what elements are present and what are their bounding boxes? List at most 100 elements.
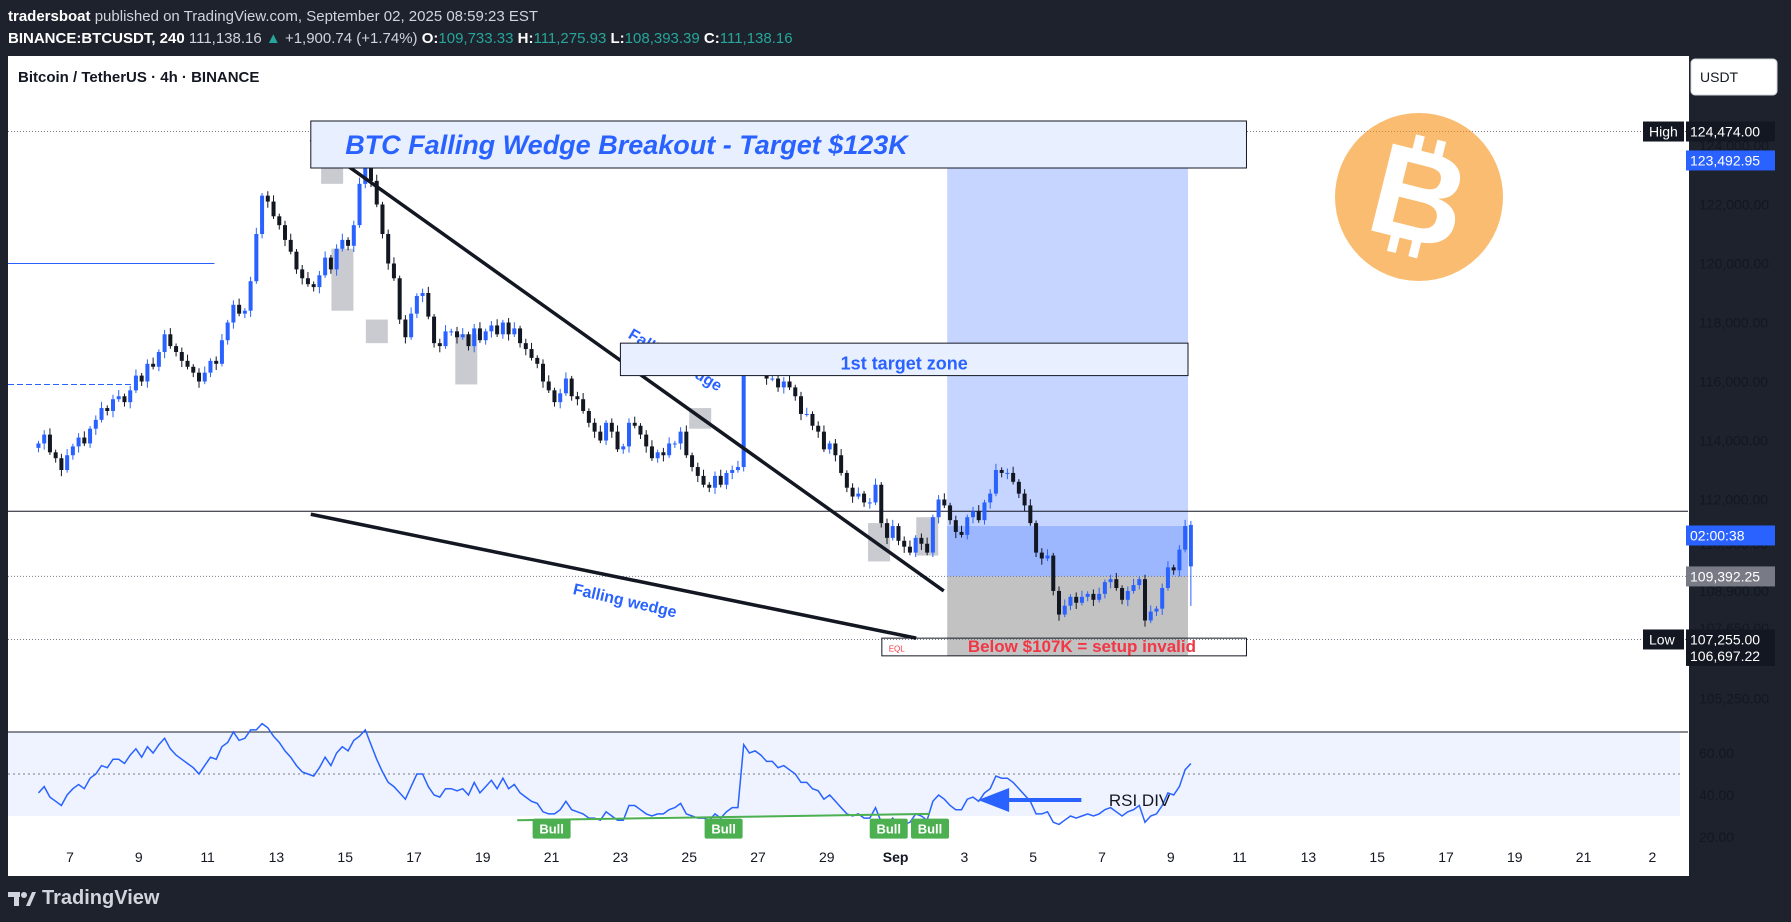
candle-body bbox=[443, 331, 448, 347]
stop-price-tag bbox=[1686, 645, 1775, 666]
price-axis-label: 108,900.00 bbox=[1699, 583, 1769, 599]
price-axis-label: 114,000.00 bbox=[1699, 433, 1768, 449]
time-axis-label: 19 bbox=[1507, 849, 1523, 865]
candle-body bbox=[36, 443, 41, 448]
high-price-tag bbox=[1686, 121, 1775, 142]
candle-body bbox=[741, 352, 746, 468]
candle-body bbox=[1051, 555, 1056, 591]
candle-body bbox=[540, 363, 546, 382]
last-price: 111,138.16 bbox=[188, 30, 262, 47]
low-value: 108,393.39 bbox=[624, 30, 700, 47]
time-axis-label: 5 bbox=[1029, 849, 1037, 865]
candle-body bbox=[598, 431, 603, 441]
candle-body bbox=[730, 470, 735, 473]
candle-body bbox=[191, 366, 196, 373]
candle-body bbox=[133, 375, 138, 391]
candle-body bbox=[936, 499, 941, 518]
candle-body bbox=[873, 484, 878, 503]
candle-body bbox=[294, 251, 299, 270]
time-axis-label: 17 bbox=[406, 849, 422, 865]
up-arrow-icon: ▲ bbox=[265, 30, 281, 47]
candle-body bbox=[879, 484, 884, 524]
candle-body bbox=[70, 446, 75, 456]
candle-body bbox=[110, 399, 116, 411]
candle-body bbox=[712, 475, 718, 488]
candle-body bbox=[82, 437, 87, 444]
price-axis-label: 120,000.00 bbox=[1699, 256, 1769, 272]
price-axis-label: 112,000.00 bbox=[1699, 492, 1768, 508]
candle-body bbox=[254, 234, 259, 282]
candle-body bbox=[1091, 593, 1096, 600]
rsi-axis-label: 60.00 bbox=[1699, 745, 1734, 761]
currency-selector[interactable]: USDT bbox=[1690, 58, 1778, 96]
candle-body bbox=[1160, 588, 1165, 609]
author-name[interactable]: tradersboat bbox=[8, 8, 91, 25]
low-label: L: bbox=[610, 30, 625, 47]
candle-body bbox=[1068, 596, 1073, 606]
candle-body bbox=[1062, 605, 1067, 615]
candle-body bbox=[1183, 526, 1188, 550]
price-axis-label: 122,000.00 bbox=[1699, 197, 1769, 213]
candle-body bbox=[386, 234, 391, 264]
time-axis-label: 9 bbox=[135, 849, 143, 865]
candle-body bbox=[414, 295, 419, 314]
candle-body bbox=[690, 455, 695, 468]
time-axis-label: 25 bbox=[681, 849, 697, 865]
candle-body bbox=[1097, 593, 1102, 600]
candle-body bbox=[420, 293, 425, 296]
candle-body bbox=[1005, 472, 1010, 474]
candle-body bbox=[351, 225, 356, 246]
time-axis-label: 27 bbox=[750, 849, 766, 865]
candle-body bbox=[99, 408, 104, 420]
candle-body bbox=[151, 363, 156, 367]
bull-badge bbox=[869, 818, 908, 839]
candle-body bbox=[156, 352, 161, 367]
candle-body bbox=[965, 517, 970, 535]
rsi-axis-label: 20.00 bbox=[1699, 829, 1734, 845]
first-target-zone-label: 1st target zone bbox=[841, 354, 968, 374]
candle-body bbox=[1079, 596, 1084, 603]
candle-body bbox=[856, 493, 861, 497]
candle-body bbox=[844, 472, 849, 488]
candle-body bbox=[626, 422, 632, 447]
candle-body bbox=[265, 195, 270, 202]
bull-badge-label: Bull bbox=[876, 822, 901, 837]
rsi-divergence-line bbox=[517, 812, 931, 822]
candle-body bbox=[357, 183, 362, 226]
tradingview-brand[interactable]: TradingView bbox=[8, 887, 159, 910]
open-value: 109,733.33 bbox=[438, 30, 514, 47]
candle-body bbox=[563, 378, 568, 394]
candle-body bbox=[409, 313, 414, 338]
open-label: O: bbox=[421, 30, 439, 47]
time-axis-label: 17 bbox=[1438, 849, 1454, 865]
candle-body bbox=[1045, 555, 1050, 559]
candle-body bbox=[632, 422, 637, 426]
candle-body bbox=[942, 499, 947, 506]
candle-body bbox=[53, 452, 58, 459]
time-axis-label: Sep bbox=[883, 849, 909, 865]
candle-body bbox=[776, 378, 781, 388]
candle-body bbox=[495, 325, 500, 335]
high-side-tag bbox=[1643, 121, 1684, 142]
candle-body bbox=[976, 511, 981, 521]
candle-body bbox=[867, 502, 872, 504]
time-axis-label: 21 bbox=[544, 849, 560, 865]
candle-body bbox=[638, 425, 643, 435]
wedge-lower-trendline[interactable] bbox=[310, 512, 917, 640]
rsi-axis-label: 40.00 bbox=[1699, 787, 1734, 803]
candle-body bbox=[1148, 611, 1153, 621]
candle-body bbox=[988, 493, 993, 503]
target-price-tag-text: 123,492.95 bbox=[1690, 152, 1760, 168]
candle-body bbox=[1125, 590, 1130, 600]
candle-body bbox=[208, 360, 213, 373]
candle-body bbox=[300, 269, 305, 279]
candle-body bbox=[260, 195, 265, 234]
candle-body bbox=[323, 257, 328, 276]
candle-body bbox=[162, 334, 167, 352]
low-side-tag bbox=[1643, 629, 1684, 650]
candle-body bbox=[907, 546, 912, 553]
bull-badge-label: Bull bbox=[539, 822, 564, 837]
candle-body bbox=[466, 334, 471, 347]
